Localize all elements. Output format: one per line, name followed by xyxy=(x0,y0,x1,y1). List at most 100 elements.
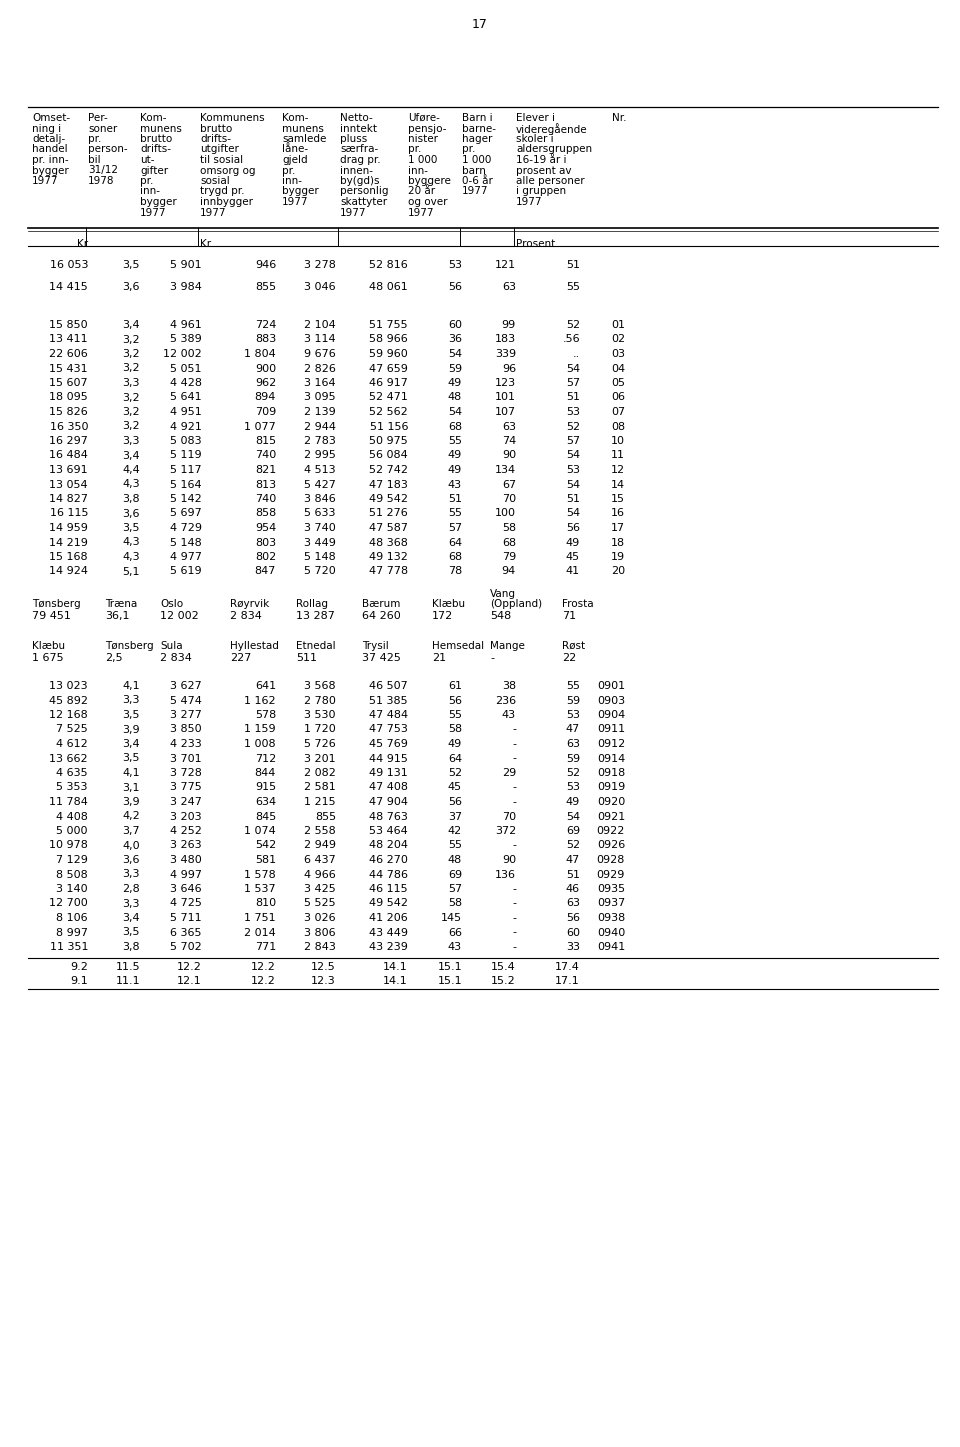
Text: 13 411: 13 411 xyxy=(49,334,88,344)
Text: 11.1: 11.1 xyxy=(115,975,140,985)
Text: 2 826: 2 826 xyxy=(304,363,336,373)
Text: brutto: brutto xyxy=(200,123,232,133)
Text: 14 827: 14 827 xyxy=(49,493,88,504)
Text: Rollag: Rollag xyxy=(296,599,328,609)
Text: 54: 54 xyxy=(565,363,580,373)
Text: personlig: personlig xyxy=(340,187,389,197)
Text: 51: 51 xyxy=(566,260,580,271)
Text: Frosta: Frosta xyxy=(562,599,593,609)
Text: 29: 29 xyxy=(502,768,516,778)
Text: nister: nister xyxy=(408,135,438,145)
Text: 47 408: 47 408 xyxy=(369,783,408,793)
Text: bygger: bygger xyxy=(282,187,319,197)
Text: 56: 56 xyxy=(566,522,580,532)
Text: 5 711: 5 711 xyxy=(170,913,202,923)
Text: Kr: Kr xyxy=(77,239,88,249)
Text: samlede: samlede xyxy=(282,135,326,145)
Text: 59: 59 xyxy=(565,754,580,764)
Text: 41: 41 xyxy=(565,566,580,576)
Text: 55: 55 xyxy=(448,710,462,721)
Text: 47 587: 47 587 xyxy=(369,522,408,532)
Text: i gruppen: i gruppen xyxy=(516,187,566,197)
Text: 4 961: 4 961 xyxy=(170,320,202,330)
Text: 13 287: 13 287 xyxy=(296,611,335,621)
Text: 4 513: 4 513 xyxy=(304,464,336,475)
Text: 79: 79 xyxy=(502,551,516,561)
Text: 46 917: 46 917 xyxy=(370,378,408,388)
Text: 16 115: 16 115 xyxy=(50,508,88,518)
Text: 69: 69 xyxy=(448,870,462,880)
Text: 6 365: 6 365 xyxy=(171,928,202,938)
Text: 15: 15 xyxy=(611,493,625,504)
Text: 3 263: 3 263 xyxy=(170,841,202,851)
Text: pluss: pluss xyxy=(340,135,368,145)
Text: 5 525: 5 525 xyxy=(304,899,336,909)
Text: 36: 36 xyxy=(448,334,462,344)
Text: 0912: 0912 xyxy=(597,739,625,750)
Text: 52 742: 52 742 xyxy=(369,464,408,475)
Text: 4,3: 4,3 xyxy=(122,479,140,489)
Text: 894: 894 xyxy=(254,392,276,402)
Text: 15 826: 15 826 xyxy=(49,407,88,417)
Text: 07: 07 xyxy=(611,407,625,417)
Text: 37: 37 xyxy=(448,812,462,822)
Text: 845: 845 xyxy=(254,812,276,822)
Text: videregående: videregående xyxy=(516,123,588,136)
Text: 4,3: 4,3 xyxy=(122,537,140,547)
Text: 51 156: 51 156 xyxy=(370,421,408,431)
Text: 3,4: 3,4 xyxy=(122,450,140,460)
Text: 48: 48 xyxy=(447,392,462,402)
Text: 227: 227 xyxy=(230,653,252,663)
Text: 14: 14 xyxy=(611,479,625,489)
Text: 49: 49 xyxy=(565,797,580,807)
Text: 11 784: 11 784 xyxy=(49,797,88,807)
Text: 3,7: 3,7 xyxy=(122,826,140,836)
Text: drifts-: drifts- xyxy=(140,145,171,155)
Text: 3 646: 3 646 xyxy=(170,884,202,894)
Text: 10: 10 xyxy=(611,436,625,446)
Text: inn-: inn- xyxy=(140,187,160,197)
Text: 12.3: 12.3 xyxy=(311,975,336,985)
Text: 49 132: 49 132 xyxy=(370,551,408,561)
Text: 94: 94 xyxy=(502,566,516,576)
Text: 4,4: 4,4 xyxy=(122,464,140,475)
Text: 2 834: 2 834 xyxy=(160,653,192,663)
Text: gjeld: gjeld xyxy=(282,155,307,165)
Text: 4 725: 4 725 xyxy=(170,899,202,909)
Text: 3 247: 3 247 xyxy=(170,797,202,807)
Text: 55: 55 xyxy=(448,508,462,518)
Text: 183: 183 xyxy=(494,334,516,344)
Text: pr. inn-: pr. inn- xyxy=(32,155,68,165)
Text: person-: person- xyxy=(88,145,128,155)
Text: Trysil: Trysil xyxy=(362,641,389,651)
Text: 1 008: 1 008 xyxy=(245,739,276,750)
Text: 56: 56 xyxy=(448,282,462,292)
Text: bygger: bygger xyxy=(32,165,69,175)
Text: 0937: 0937 xyxy=(597,899,625,909)
Text: 855: 855 xyxy=(254,282,276,292)
Text: 0918: 0918 xyxy=(597,768,625,778)
Text: bil: bil xyxy=(88,155,101,165)
Text: 3 449: 3 449 xyxy=(304,537,336,547)
Text: 52 471: 52 471 xyxy=(370,392,408,402)
Text: (Oppland): (Oppland) xyxy=(490,599,542,609)
Text: 02: 02 xyxy=(611,334,625,344)
Text: 3,2: 3,2 xyxy=(122,349,140,359)
Text: 2 783: 2 783 xyxy=(304,436,336,446)
Text: 52: 52 xyxy=(565,841,580,851)
Text: -: - xyxy=(512,899,516,909)
Text: 68: 68 xyxy=(448,551,462,561)
Text: Tønsberg: Tønsberg xyxy=(32,599,81,609)
Text: 46: 46 xyxy=(565,884,580,894)
Text: Prosent: Prosent xyxy=(516,239,555,249)
Text: trygd pr.: trygd pr. xyxy=(200,187,245,197)
Text: 57: 57 xyxy=(448,522,462,532)
Text: 962: 962 xyxy=(254,378,276,388)
Text: 5 353: 5 353 xyxy=(57,783,88,793)
Text: 48 204: 48 204 xyxy=(369,841,408,851)
Text: -: - xyxy=(512,754,516,764)
Text: 1977: 1977 xyxy=(408,207,435,217)
Text: 136: 136 xyxy=(495,870,516,880)
Text: 1 578: 1 578 xyxy=(244,870,276,880)
Text: hager: hager xyxy=(462,135,492,145)
